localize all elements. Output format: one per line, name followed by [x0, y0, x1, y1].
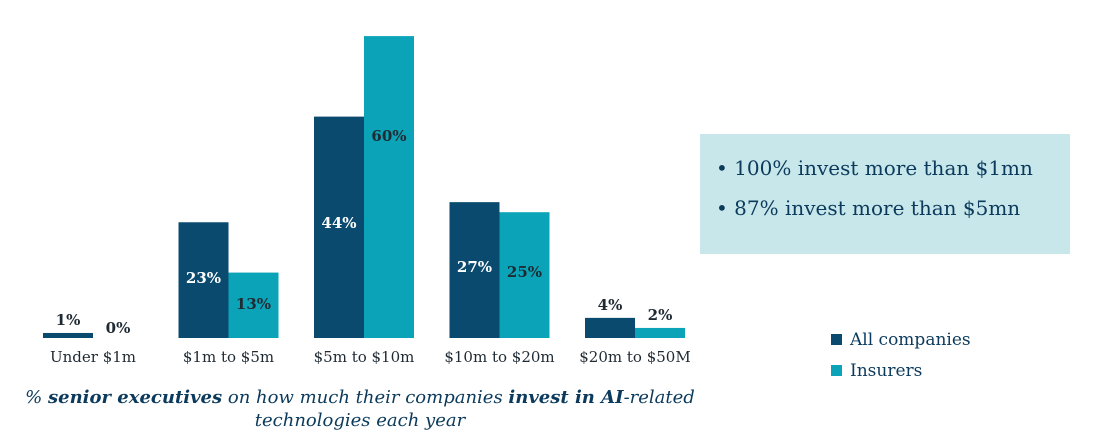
caption-prefix: %	[25, 387, 48, 408]
bar-insurers-4	[635, 327, 685, 338]
category-label-4: $20m to $50M	[579, 348, 690, 366]
category-label-0: Under $1m	[50, 348, 136, 366]
callout-line-2: • 87% invest more than $5mn	[716, 196, 1021, 220]
category-label-1: $1m to $5m	[183, 348, 274, 366]
callout-line-1: • 100% invest more than $1mn	[716, 156, 1033, 180]
legend-label: All companies	[850, 329, 971, 350]
bar-all-companies-2	[314, 116, 364, 338]
bar-insurers-3	[499, 212, 550, 338]
bar-all-companies-1	[178, 222, 229, 338]
category-label-3: $10m to $20m	[444, 348, 554, 366]
value-label-insurers-1: 13%	[236, 295, 271, 313]
value-label-all-companies-3: 27%	[457, 258, 492, 276]
value-label-insurers-0: 0%	[106, 319, 131, 337]
caption-bold-1: senior executives	[48, 387, 223, 408]
value-label-insurers-2: 60%	[371, 127, 406, 145]
value-label-insurers-4: 2%	[648, 306, 673, 324]
key-stats-callout: • 100% invest more than $1mn • 87% inves…	[700, 134, 1070, 254]
bar-all-companies-0	[43, 332, 93, 338]
legend-item-all-companies: All companies	[831, 324, 971, 355]
caption-line-2: technologies each year	[254, 410, 466, 431]
legend-swatch-all-companies	[831, 334, 842, 345]
value-label-all-companies-2: 44%	[321, 214, 356, 232]
category-label-2: $5m to $10m	[314, 348, 415, 366]
legend: All companies Insurers	[831, 324, 971, 386]
value-label-all-companies-4: 4%	[598, 296, 623, 314]
bar-insurers-2	[364, 36, 414, 338]
value-label-all-companies-0: 1%	[56, 311, 81, 329]
caption-bold-2: invest in AI	[508, 387, 624, 408]
bar-chart: 1% 0% Under $1m 23% 13% $1m to $5m 44% 60% $5m t…	[43, 36, 690, 366]
legend-swatch-insurers	[831, 365, 842, 376]
legend-item-insurers: Insurers	[831, 355, 971, 386]
bar-insurers-1	[228, 272, 279, 338]
caption-suffix: -related	[623, 387, 695, 408]
legend-label: Insurers	[850, 360, 923, 381]
chart-caption: % senior executives on how much their co…	[0, 386, 720, 432]
caption-middle: on how much their companies	[222, 387, 509, 408]
value-label-all-companies-1: 23%	[186, 269, 221, 287]
caption-line-1: % senior executives on how much their co…	[0, 386, 720, 409]
value-label-insurers-3: 25%	[507, 263, 542, 281]
bar-all-companies-3	[449, 202, 500, 338]
bar-all-companies-4	[585, 317, 635, 338]
